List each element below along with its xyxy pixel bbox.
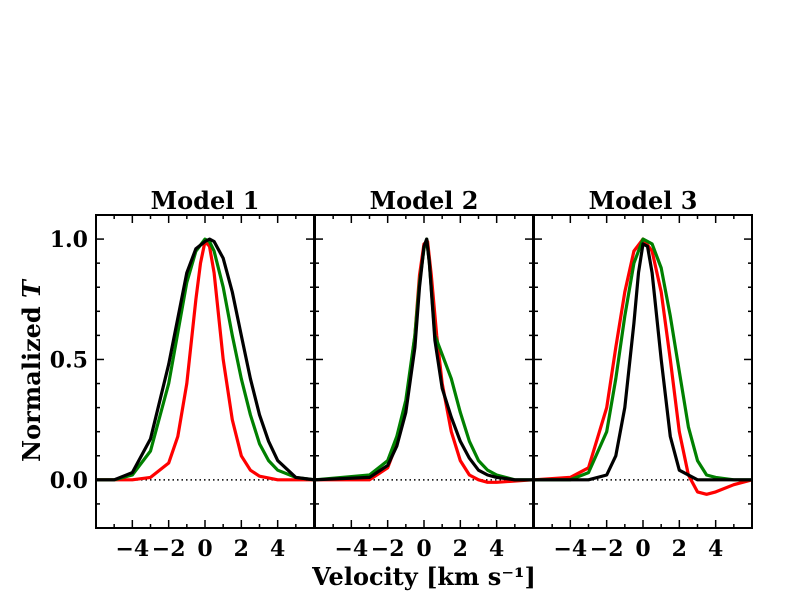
x-tick-label: 4	[489, 536, 504, 562]
x-tick-label: −2	[152, 536, 186, 562]
series-green-line	[534, 237, 752, 482]
x-tick-label: 4	[708, 536, 723, 562]
series-red-line	[534, 237, 752, 496]
series-red-line	[96, 239, 314, 482]
x-tick-label: −4	[115, 536, 149, 562]
panel-3: Model 3 −4 −2 0 2 4	[533, 186, 753, 562]
panel-1: Model 1 −4 −2 0 2 4 0.0 0.5 1.0	[50, 186, 315, 562]
series-black-line	[96, 237, 314, 482]
x-tick-label: 2	[672, 536, 687, 562]
x-tick-label: 4	[270, 536, 285, 562]
y-tick-label: 0.5	[50, 347, 88, 373]
x-tick-label: 0	[635, 536, 650, 562]
x-tick-label: 0	[416, 536, 431, 562]
series-black-line	[315, 237, 533, 482]
y-tick-label: 0.0	[50, 468, 88, 494]
panel-frame	[533, 214, 753, 529]
x-tick-label: −2	[590, 536, 624, 562]
panel-1-title: Model 1	[151, 186, 260, 215]
x-axis-label: Velocity [km s⁻¹]	[311, 562, 536, 591]
x-tick-label: −4	[553, 536, 587, 562]
y-tick-label: 1.0	[50, 227, 88, 253]
x-tick-label: −4	[334, 536, 368, 562]
series-green-line	[96, 237, 314, 482]
y-axis-label: Normalized T	[17, 278, 46, 462]
x-tick-label: 0	[197, 536, 212, 562]
panel-3-title: Model 3	[589, 186, 698, 215]
panel-2-title: Model 2	[370, 186, 479, 215]
x-tick-label: 2	[453, 536, 468, 562]
y-axis-label-prefix: Normalized	[17, 298, 46, 462]
x-tick-label: −2	[371, 536, 405, 562]
series-black-line	[534, 242, 752, 482]
x-tick-label: 2	[234, 536, 249, 562]
y-axis-label-variable: T	[17, 278, 46, 298]
